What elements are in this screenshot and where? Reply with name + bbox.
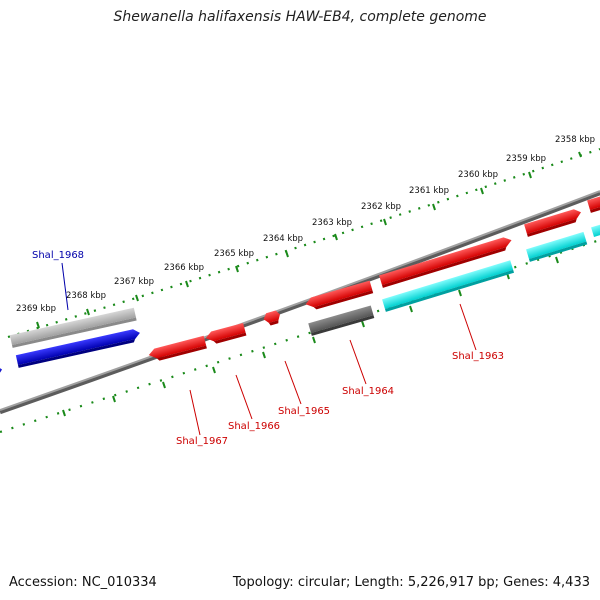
leader-shal-1963 [459, 303, 477, 351]
inner-tick-9 [458, 289, 462, 297]
gene-cyan-1963[interactable] [382, 260, 515, 312]
tick-label-2359: 2359 kbp [506, 154, 546, 164]
leader-shal-1964 [349, 339, 367, 385]
gene-label-shal-1966[interactable]: Shal_1966 [228, 421, 280, 432]
accession-label: Accession: [9, 575, 78, 590]
length-label: Length: [354, 575, 404, 590]
gene-label-shal-1967[interactable]: Shal_1967 [176, 436, 228, 447]
tick-labels: 2358 kbp 2359 kbp 2360 kbp 2361 kbp 2362… [16, 135, 595, 314]
gene-cyan-upper-right[interactable] [526, 231, 588, 262]
gene-blue-1968[interactable] [15, 328, 142, 368]
outer-tick-ring-dots [7, 147, 600, 339]
tick-label-2362: 2362 kbp [361, 202, 401, 212]
genome-title: Shewanella halifaxensis HAW-EB4, complet… [113, 9, 487, 25]
gene-label-shal-1968[interactable]: Shal_1968 [32, 250, 84, 261]
gene-red-upper-right[interactable] [524, 207, 583, 237]
leader-shal-1965 [284, 360, 302, 405]
inner-tick-1 [62, 409, 66, 417]
genome-backbone [0, 190, 600, 415]
tick-mark-2362 [383, 218, 387, 226]
tick-label-2361: 2361 kbp [409, 186, 449, 196]
forward-strand-genes [9, 196, 600, 348]
tick-label-2358: 2358 kbp [555, 135, 595, 145]
gene-lightgray-1968[interactable] [9, 307, 137, 348]
genome-summary: Topology: circular; Length: 5,226,917 bp… [232, 575, 590, 590]
gene-cyan-far-right[interactable] [591, 224, 600, 237]
gene-label-shal-1963[interactable]: Shal_1963 [452, 351, 504, 362]
gene-labels: Shal_1968 Shal_1963 Shal_1964 Shal_1965 … [32, 250, 504, 447]
length-value: 5,226,917 bp [407, 575, 495, 590]
tick-mark-2360 [480, 187, 484, 195]
tick-mark-2366 [185, 280, 189, 288]
gene-label-shal-1965[interactable]: Shal_1965 [278, 406, 330, 417]
tick-label-2367: 2367 kbp [114, 277, 154, 287]
tick-mark-2369 [36, 321, 40, 329]
topology-label: Topology: [232, 575, 294, 590]
gene-label-shal-1964[interactable]: Shal_1964 [342, 386, 394, 397]
tick-mark-2367 [135, 294, 139, 302]
inner-tick-7 [361, 320, 365, 328]
inner-tick-6 [312, 336, 316, 344]
gene-red-1966[interactable] [204, 322, 247, 346]
tick-label-2368: 2368 kbp [66, 291, 106, 301]
gene-gray-1964[interactable] [308, 305, 375, 336]
genes-value: 4,433 [552, 575, 590, 590]
tick-label-2363: 2363 kbp [312, 218, 352, 228]
backbone-shadow [0, 190, 600, 415]
leader-shal-1967 [189, 389, 201, 436]
leader-shal-1966 [235, 374, 253, 420]
backbone-line [0, 190, 600, 411]
inner-tick-5 [262, 351, 266, 359]
tick-mark-2365 [235, 265, 239, 273]
inner-tick-4 [212, 366, 216, 374]
gene-red-1967[interactable] [147, 335, 207, 363]
inner-tick-11 [555, 256, 559, 264]
topology-value: circular [297, 575, 346, 590]
tick-label-2364: 2364 kbp [263, 234, 303, 244]
inner-tick-3 [162, 381, 166, 389]
gene-blue-edge[interactable] [0, 367, 3, 374]
tick-mark-2359 [528, 171, 532, 179]
gene-red-1963-forward[interactable] [379, 235, 514, 288]
tick-mark-2364 [285, 250, 289, 258]
tick-mark-2368 [86, 308, 90, 316]
reverse-strand-genes [0, 224, 600, 374]
accession-value: NC_010334 [81, 575, 157, 590]
inner-tick-8 [409, 305, 413, 313]
gene-red-upper-mid[interactable] [304, 280, 374, 312]
leader-shal-1968 [61, 262, 69, 311]
tick-mark-2363 [334, 233, 338, 241]
inner-tick-ring [0, 238, 600, 434]
tick-label-2366: 2366 kbp [164, 263, 204, 273]
gene-red-1965[interactable] [262, 310, 282, 327]
tick-mark-2361 [432, 203, 436, 211]
genes-label: Genes: [503, 575, 549, 590]
inner-tick-ring-dots [0, 238, 600, 434]
inner-tick-2 [112, 395, 116, 403]
tick-label-2369: 2369 kbp [16, 304, 56, 314]
outer-tick-ring [7, 147, 600, 339]
gene-red-far-right[interactable] [587, 196, 600, 213]
tick-label-2360: 2360 kbp [458, 170, 498, 180]
tick-label-2365: 2365 kbp [214, 249, 254, 259]
tick-mark-2358 [578, 151, 582, 158]
label-leaders [61, 262, 477, 436]
accession-info: Accession: NC_010334 [9, 575, 157, 590]
